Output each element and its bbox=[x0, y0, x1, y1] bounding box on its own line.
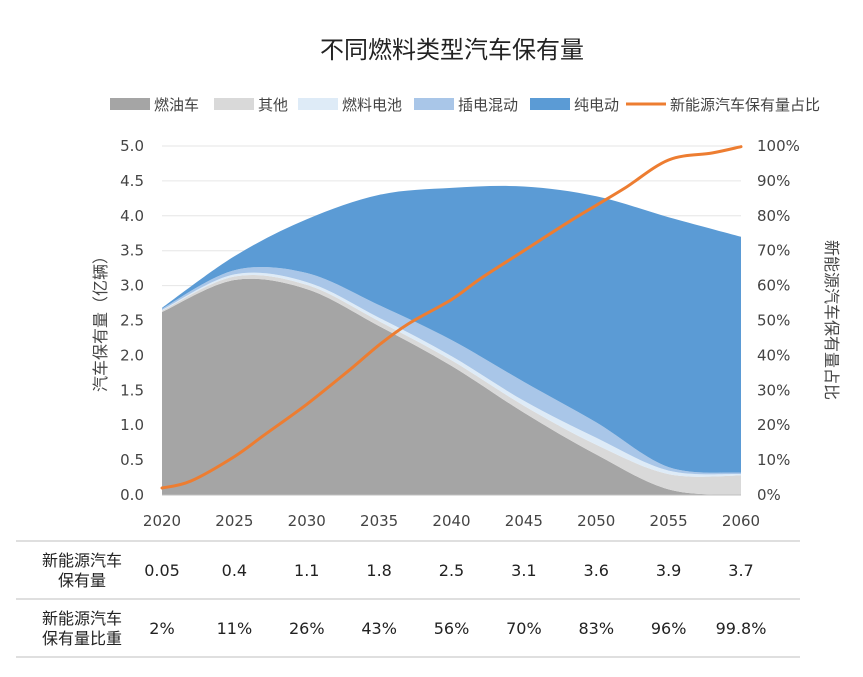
table-row-label: 新能源汽车 bbox=[42, 609, 122, 628]
y2-tick-label: 0% bbox=[757, 486, 781, 504]
y-tick-label: 5.0 bbox=[120, 137, 144, 155]
table-row-label: 保有量比重 bbox=[42, 629, 122, 648]
area-插电混动 bbox=[162, 266, 741, 475]
x-tick-label: 2035 bbox=[360, 512, 398, 530]
y2-tick-label: 20% bbox=[757, 416, 790, 434]
table-cell: 1.1 bbox=[294, 561, 319, 580]
table-cell: 83% bbox=[578, 619, 614, 638]
table-row-label: 新能源汽车 bbox=[42, 551, 122, 570]
legend-label: 燃料电池 bbox=[342, 96, 402, 114]
y-tick-label: 4.0 bbox=[120, 207, 144, 225]
table-cell: 11% bbox=[217, 619, 253, 638]
axes: 0.0 0.5 1.0 1.5 2.0 2.5 3.0 3.5 4.0 4.5 5.0 0% 10% 20… bbox=[91, 137, 841, 530]
table-cell: 3.9 bbox=[656, 561, 681, 580]
y2-tick-label: 50% bbox=[757, 312, 790, 330]
table-cell: 2% bbox=[149, 619, 174, 638]
x-tick-label: 2050 bbox=[577, 512, 615, 530]
y2-tick-label: 10% bbox=[757, 451, 790, 469]
area-燃油车 bbox=[162, 278, 741, 495]
y-tick-label: 1.5 bbox=[120, 381, 144, 399]
legend-swatch bbox=[298, 98, 338, 110]
table-cell: 0.05 bbox=[144, 561, 180, 580]
x-tick-label: 2055 bbox=[650, 512, 688, 530]
table-cell: 3.6 bbox=[584, 561, 609, 580]
share-line bbox=[160, 145, 743, 490]
table-row-label: 保有量 bbox=[58, 571, 106, 590]
table-cell: 1.8 bbox=[366, 561, 391, 580]
legend-label: 纯电动 bbox=[574, 96, 619, 114]
y-tick-label: 3.5 bbox=[120, 242, 144, 260]
x-tick-label: 2025 bbox=[215, 512, 253, 530]
y-tick-label: 2.5 bbox=[120, 312, 144, 330]
y2-axis-title: 新能源汽车保有量占比 bbox=[822, 240, 841, 400]
x-tick-label: 2045 bbox=[505, 512, 543, 530]
legend: 燃油车 其他 燃料电池 插电混动 纯电动 新能源汽车保有量占比 bbox=[110, 96, 820, 114]
legend-swatch bbox=[414, 98, 454, 110]
legend-swatch bbox=[530, 98, 570, 110]
legend-swatch bbox=[110, 98, 150, 110]
y2-tick-label: 100% bbox=[757, 137, 800, 155]
x-tick-label: 2040 bbox=[432, 512, 470, 530]
legend-label: 其他 bbox=[258, 96, 288, 114]
y-tick-label: 2.0 bbox=[120, 346, 144, 364]
y-tick-label: 1.0 bbox=[120, 416, 144, 434]
table-cell: 56% bbox=[434, 619, 470, 638]
y2-tick-label: 40% bbox=[757, 346, 790, 364]
x-tick-label: 2020 bbox=[143, 512, 181, 530]
stacked-areas bbox=[162, 185, 741, 495]
table-cell: 99.8% bbox=[716, 619, 767, 638]
x-tick-label: 2030 bbox=[288, 512, 326, 530]
chart-title: 不同燃料类型汽车保有量 bbox=[320, 36, 584, 64]
table-cell: 26% bbox=[289, 619, 325, 638]
table-cell: 96% bbox=[651, 619, 687, 638]
legend-label: 新能源汽车保有量占比 bbox=[670, 96, 820, 114]
y2-tick-label: 80% bbox=[757, 207, 790, 225]
y2-tick-label: 60% bbox=[757, 277, 790, 295]
legend-label: 插电混动 bbox=[458, 96, 518, 114]
share-line-layer bbox=[160, 145, 743, 490]
legend-swatch bbox=[214, 98, 254, 110]
table-cell: 3.1 bbox=[511, 561, 536, 580]
y-tick-label: 3.0 bbox=[120, 277, 144, 295]
table-cell: 0.4 bbox=[222, 561, 247, 580]
y-axis-title: 汽车保有量（亿辆） bbox=[91, 248, 110, 392]
legend-label: 燃油车 bbox=[154, 96, 199, 114]
y2-tick-label: 70% bbox=[757, 242, 790, 260]
y-tick-label: 0.5 bbox=[120, 451, 144, 469]
table-cell: 3.7 bbox=[728, 561, 753, 580]
y-tick-label: 0.0 bbox=[120, 486, 144, 504]
table-cell: 70% bbox=[506, 619, 542, 638]
y2-tick-label: 90% bbox=[757, 172, 790, 190]
x-tick-label: 2060 bbox=[722, 512, 760, 530]
y-tick-label: 4.5 bbox=[120, 172, 144, 190]
area-纯电动 bbox=[162, 185, 741, 473]
y2-tick-label: 30% bbox=[757, 381, 790, 399]
table-cell: 43% bbox=[361, 619, 397, 638]
table-cell: 2.5 bbox=[439, 561, 464, 580]
